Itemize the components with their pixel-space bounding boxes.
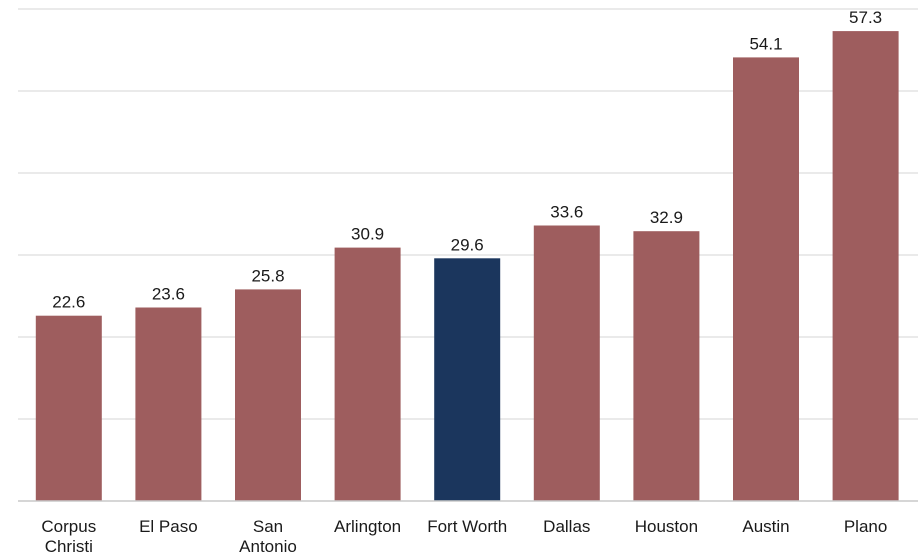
bar-austin — [733, 57, 799, 502]
value-labels: 22.6 23.6 25.8 30.9 29.6 33.6 32.9 54.1 57.3 — [52, 8, 882, 312]
value-label: 29.6 — [451, 235, 484, 254]
value-label: 25.8 — [251, 266, 284, 285]
bar-plano — [832, 31, 899, 501]
category-labels: Corpus Christi El Paso San Antonio Arlington F… — [41, 517, 887, 556]
value-label: 22.6 — [52, 293, 85, 312]
category-label: Fort Worth — [427, 517, 507, 536]
category-label: Austin — [742, 517, 789, 536]
category-label: Arlington — [334, 517, 401, 536]
category-label: Corpus Christi — [41, 517, 96, 556]
category-label: Plano — [844, 517, 887, 536]
value-label: 33.6 — [550, 203, 583, 222]
category-label: San Antonio — [239, 517, 297, 556]
bars — [35, 31, 899, 502]
bar-arlington — [334, 247, 401, 501]
bar-fort-worth — [434, 258, 501, 501]
value-label: 57.3 — [849, 8, 882, 27]
category-label: El Paso — [139, 517, 198, 536]
value-label: 23.6 — [152, 285, 185, 304]
bar-corpus-christi — [35, 315, 102, 501]
value-label: 30.9 — [351, 225, 384, 244]
bar-san-antonio — [235, 289, 301, 501]
bar-dallas — [533, 225, 600, 501]
category-label: Dallas — [543, 517, 590, 536]
category-label: Houston — [635, 517, 698, 536]
bar-houston — [633, 231, 700, 501]
value-label: 54.1 — [749, 34, 782, 53]
bar-el-paso — [135, 307, 202, 501]
value-label: 32.9 — [650, 208, 683, 227]
